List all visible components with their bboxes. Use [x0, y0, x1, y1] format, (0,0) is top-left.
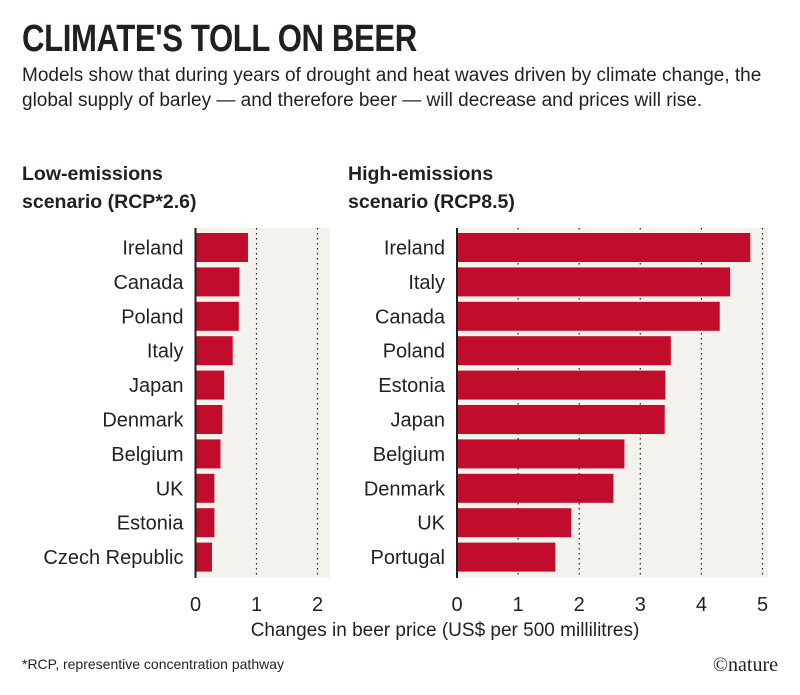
bar-uk	[195, 473, 215, 503]
category-label: Czech Republic	[43, 547, 183, 569]
category-label: Japan	[129, 375, 184, 397]
bar-japan	[195, 370, 225, 400]
x-tick-label: 0	[451, 594, 462, 616]
bar-denmark	[457, 473, 614, 503]
bar-poland	[195, 301, 239, 331]
x-tick-label: 4	[696, 594, 707, 616]
bar-denmark	[195, 405, 223, 434]
category-label: Canada	[113, 272, 184, 294]
category-label: Denmark	[364, 478, 446, 500]
panel-title-line: High-emissions	[348, 163, 494, 185]
x-tick-label: 2	[312, 594, 323, 616]
x-tick-label: 3	[635, 594, 646, 616]
bar-italy	[195, 336, 233, 366]
panel-title-line: Low-emissions	[22, 163, 163, 185]
category-label: Ireland	[122, 238, 183, 260]
bar-portugal	[457, 542, 556, 572]
chart-subtitle: Models show that during years of drought…	[22, 65, 762, 111]
x-tick-label: 5	[757, 594, 768, 616]
category-label: Denmark	[102, 410, 184, 432]
footnote: *RCP, representive concentration pathway	[22, 656, 285, 672]
x-tick-label: 2	[574, 594, 585, 616]
bar-ireland	[457, 233, 751, 262]
category-label: Japan	[391, 410, 446, 432]
x-tick-label: 1	[251, 594, 262, 616]
category-label: Italy	[408, 272, 445, 294]
bar-italy	[457, 267, 731, 297]
panel-title-line: scenario (RCP*2.6)	[22, 191, 197, 213]
x-tick-label: 0	[190, 594, 201, 616]
bar-canada	[457, 301, 720, 331]
category-label: UK	[417, 513, 445, 535]
category-label: Estonia	[117, 513, 185, 535]
category-label: Ireland	[384, 238, 445, 260]
nature-logo: ©nature	[712, 654, 778, 676]
category-label: Belgium	[373, 444, 445, 466]
bar-belgium	[195, 439, 221, 469]
bar-uk	[457, 508, 572, 538]
bar-czech-republic	[195, 542, 212, 572]
bar-poland	[457, 336, 671, 366]
category-label: Poland	[121, 306, 183, 328]
panel-title-line: scenario (RCP8.5)	[348, 191, 515, 213]
category-label: Belgium	[111, 444, 183, 466]
bar-estonia	[195, 508, 215, 538]
panel-title-low: Low-emissions scenario (RCP*2.6)	[22, 160, 196, 216]
bar-japan	[457, 405, 665, 434]
bar-canada	[195, 267, 240, 297]
panel-title-high: High-emissions scenario (RCP8.5)	[348, 160, 515, 216]
chart-title: CLIMATE'S TOLL ON BEER	[22, 18, 417, 60]
x-axis-title: Changes in beer price (US$ per 500 milli…	[250, 620, 640, 641]
bar-ireland	[195, 233, 248, 262]
bar-belgium	[457, 439, 625, 469]
category-label: Poland	[383, 341, 445, 363]
category-label: Italy	[147, 341, 184, 363]
bar-estonia	[457, 370, 666, 400]
x-tick-label: 1	[513, 594, 524, 616]
category-label: UK	[156, 478, 184, 500]
category-label: Estonia	[378, 375, 446, 397]
category-label: Canada	[375, 306, 446, 328]
category-label: Portugal	[371, 547, 446, 569]
